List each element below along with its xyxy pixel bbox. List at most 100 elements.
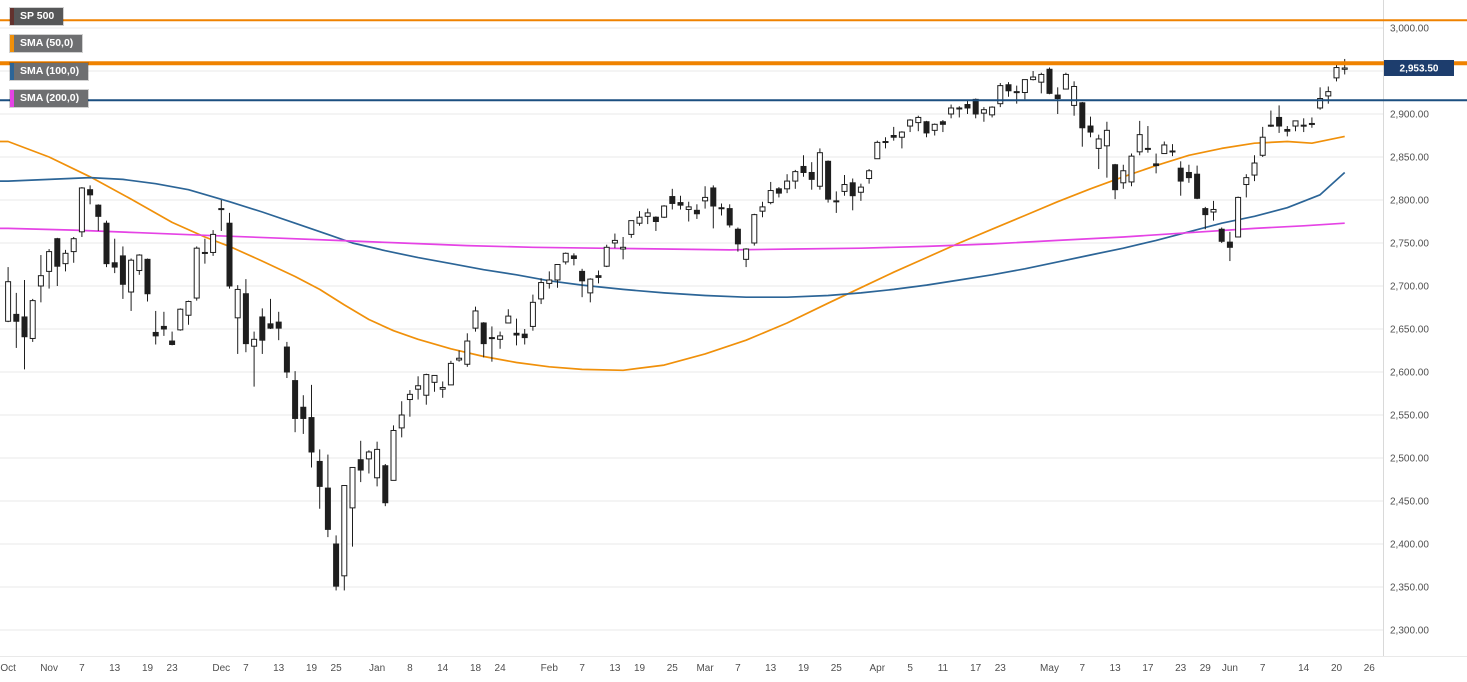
date-tick-label: 25 — [831, 663, 843, 674]
price-tick-label: 2,750.00 — [1390, 239, 1429, 250]
candle-body — [1308, 122, 1315, 125]
candle-body — [833, 200, 840, 203]
candle-body — [70, 238, 77, 253]
candle-body — [292, 380, 299, 419]
date-tick-label: 20 — [1331, 663, 1343, 674]
candle-body — [841, 184, 848, 192]
candle-body — [1300, 124, 1307, 127]
candle-body — [357, 459, 364, 471]
candle-body — [521, 333, 528, 339]
candle-body — [948, 107, 955, 115]
candle-body — [734, 228, 741, 245]
candle-body — [324, 487, 331, 530]
date-axis[interactable]: Oct Nov 7 13 19 23 Dec 7 13 19 25 Jan 8 14 18 24 Feb 7 13 1… — [0, 663, 1375, 674]
candle-body — [579, 270, 586, 282]
date-tick-label: Jun — [1222, 663, 1238, 674]
candle-body — [759, 206, 766, 212]
sma-100-line[interactable] — [0, 171, 1346, 299]
candle-body — [283, 346, 290, 373]
candle-body — [37, 275, 44, 287]
candle-body — [251, 338, 258, 347]
price-tick-label: 2,700.00 — [1390, 282, 1429, 293]
legend-item-sp500[interactable]: SP 500 — [10, 8, 64, 25]
legend-label: SP 500 — [20, 10, 55, 22]
date-tick-label: Mar — [696, 663, 714, 674]
price-tick-label: 2,550.00 — [1390, 411, 1429, 422]
price-tick-label: 2,400.00 — [1390, 540, 1429, 551]
candle-body — [1103, 129, 1110, 147]
candle-body — [554, 264, 561, 281]
candle-body — [743, 248, 750, 260]
candle-body — [923, 121, 930, 134]
horizontal-lines[interactable] — [0, 19, 1467, 102]
sma-200-line[interactable] — [0, 222, 1345, 251]
candle-body — [685, 206, 692, 210]
candle-body — [267, 323, 274, 329]
candle-body — [1095, 138, 1102, 149]
candle-body — [1136, 134, 1143, 153]
date-tick-label: Jan — [369, 663, 385, 674]
legend-item-sma200[interactable]: SMA (200,0) — [10, 90, 89, 107]
date-tick-label: 17 — [1142, 663, 1154, 674]
price-tick-label: 2,900.00 — [1390, 110, 1429, 121]
candle-body — [29, 300, 36, 339]
candle-body — [234, 288, 241, 319]
candle-body — [628, 220, 635, 235]
candle-body — [1276, 116, 1283, 127]
candle-body — [1210, 208, 1217, 213]
candle-body — [497, 335, 504, 340]
date-tick-label: Feb — [541, 663, 559, 674]
legend-item-sma50[interactable]: SMA (50,0) — [10, 35, 83, 52]
candle-body — [119, 255, 126, 285]
price-tick-label: 2,650.00 — [1390, 325, 1429, 336]
candle-body — [1325, 91, 1332, 97]
date-tick-label: 19 — [306, 663, 318, 674]
candle-body — [849, 182, 856, 197]
candle-body — [308, 417, 315, 453]
candle-body — [1284, 128, 1291, 132]
candle-body — [661, 205, 668, 218]
candle-body — [87, 189, 94, 196]
date-tick-label: Nov — [40, 663, 58, 674]
candle-body — [529, 301, 536, 327]
date-tick-label: 8 — [407, 663, 413, 674]
candle-body — [636, 216, 643, 224]
candle-body — [710, 187, 717, 207]
candle-body — [611, 239, 618, 244]
date-tick-label: 7 — [1260, 663, 1266, 674]
candle-body — [349, 466, 356, 509]
candle-body — [333, 543, 340, 587]
candle-body — [1251, 162, 1258, 176]
candle-body — [939, 121, 946, 125]
candle-body — [1185, 171, 1192, 179]
candle-body — [1235, 196, 1242, 238]
date-tick-label: 13 — [609, 663, 621, 674]
candle-body — [13, 313, 20, 322]
date-tick-label: 17 — [970, 663, 982, 674]
price-tick-label: 2,350.00 — [1390, 583, 1429, 594]
candle-body — [620, 246, 627, 250]
candle-body — [128, 259, 135, 293]
candle-body — [1054, 94, 1061, 100]
candle-body — [751, 214, 758, 244]
candle-body — [1005, 84, 1012, 92]
candle-body — [21, 316, 28, 338]
date-tick-label: 14 — [437, 663, 449, 674]
candle-body — [718, 207, 725, 210]
candle-body — [1317, 98, 1324, 109]
candle-body — [1144, 147, 1151, 150]
candle-body — [980, 109, 987, 114]
price-axis[interactable]: 3,000.00 2,900.00 2,850.00 2,800.00 2,750.00… — [1390, 24, 1429, 637]
legend-item-sma100[interactable]: SMA (100,0) — [10, 63, 89, 80]
candle-body — [898, 131, 905, 138]
candle-body — [874, 141, 881, 160]
candle-body — [882, 141, 889, 144]
price-tick-label: 2,600.00 — [1390, 368, 1429, 379]
date-tick-label: 19 — [634, 663, 646, 674]
series-color-bar — [10, 90, 14, 107]
date-tick-label: 19 — [142, 663, 154, 674]
candle-body — [767, 190, 774, 204]
candle-body — [415, 385, 422, 390]
candle-body — [693, 209, 700, 215]
